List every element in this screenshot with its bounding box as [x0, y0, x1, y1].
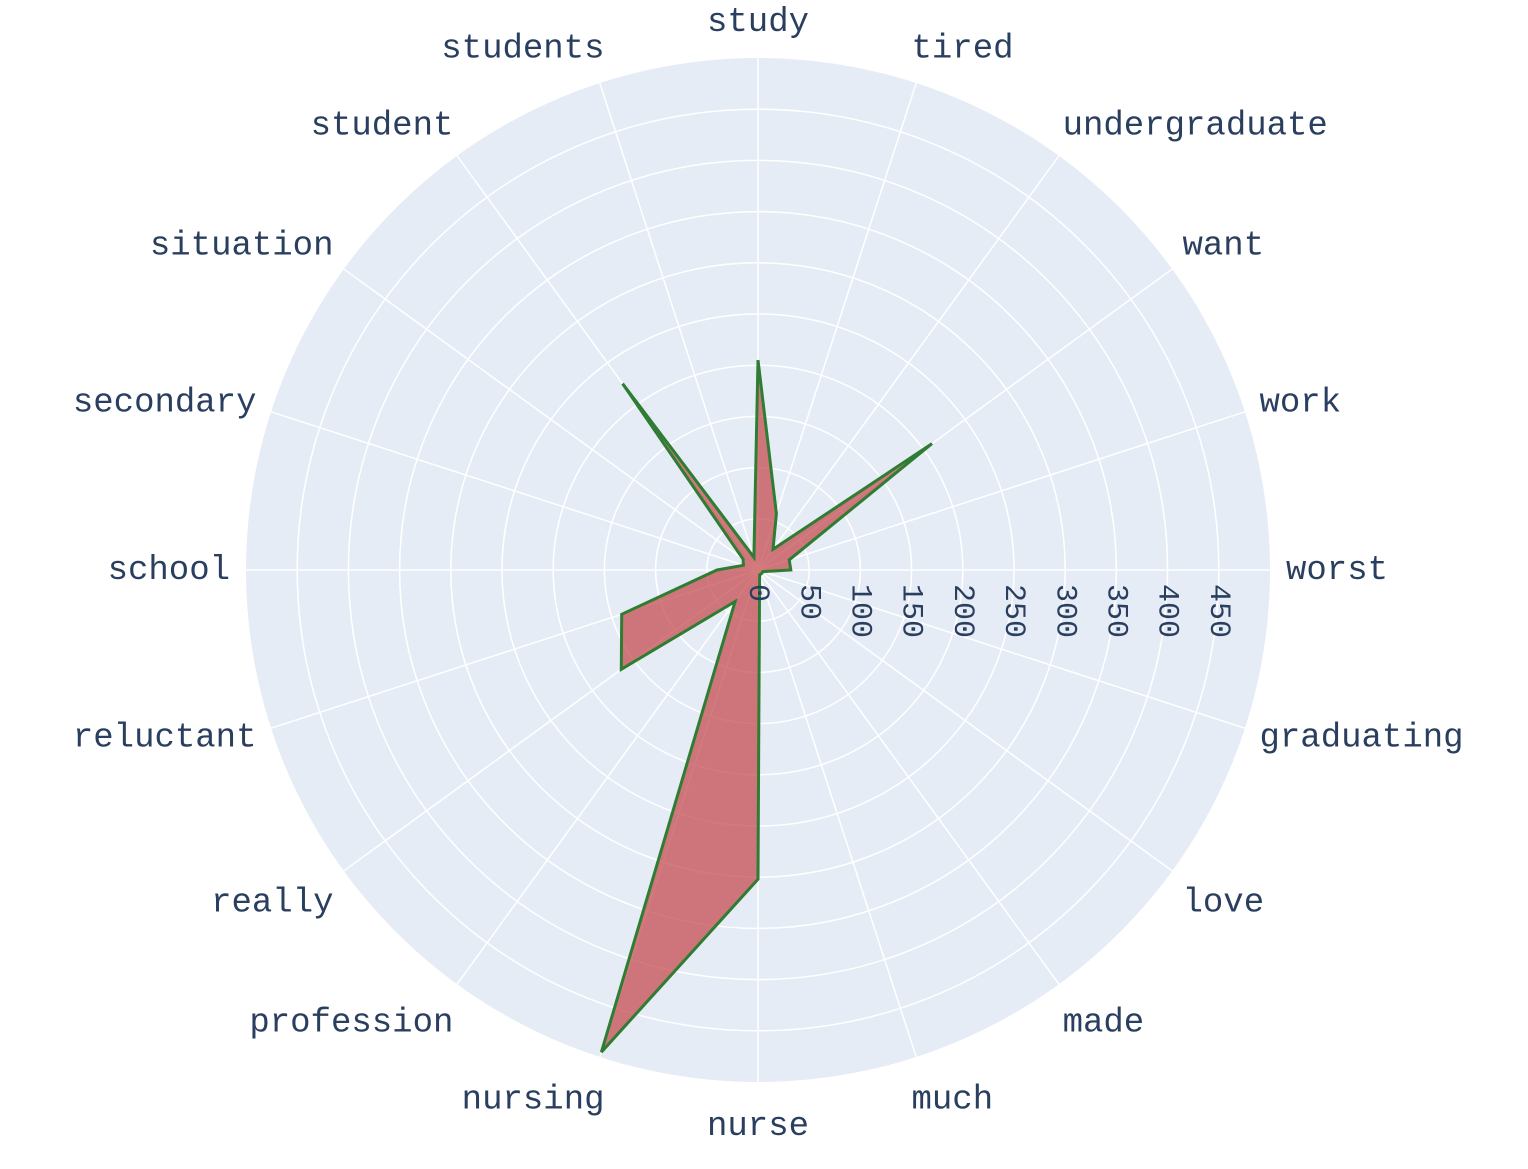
category-label-situation: situation: [150, 227, 334, 265]
spoke-students: [599, 82, 759, 571]
category-label-want: want: [1183, 227, 1265, 265]
spoke-secondary: [270, 411, 759, 571]
radial-tick-label: 50: [791, 584, 825, 620]
category-label-love: love: [1183, 885, 1265, 923]
series-area: [599, 359, 933, 1054]
radial-tick-label: 200: [945, 584, 979, 638]
category-label-much: much: [912, 1081, 994, 1119]
radial-tick-label: 350: [1098, 584, 1132, 638]
spoke-graduating: [757, 569, 1246, 729]
category-label-work: work: [1260, 384, 1342, 422]
category-label-study: study: [707, 4, 809, 42]
category-label-nursing: nursing: [462, 1081, 605, 1119]
category-label-nurse: nurse: [707, 1108, 809, 1146]
category-label-profession: profession: [249, 1004, 453, 1042]
radial-tick-label: 400: [1150, 584, 1184, 638]
spoke-made: [757, 569, 1060, 985]
radial-tick-label: 150: [894, 584, 928, 638]
radial-tick-labels: 0 50 100 150 200 250 300 350 400 450: [740, 584, 1235, 638]
spoke-profession: [456, 569, 759, 985]
radial-tick-label: 300: [1047, 584, 1081, 638]
radial-tick-label: 450: [1201, 584, 1235, 638]
spoke-tired: [757, 82, 917, 571]
category-label-school: school: [108, 552, 230, 590]
category-label-secondary: secondary: [73, 384, 257, 422]
category-label-undergraduate: undergraduate: [1063, 107, 1328, 145]
radial-tick-label: 100: [842, 584, 876, 638]
category-label-worst: worst: [1286, 552, 1388, 590]
category-labels: worst work want undergraduate tired study stud…: [73, 4, 1464, 1146]
spoke-work: [757, 411, 1246, 571]
category-label-really: really: [211, 885, 333, 923]
category-label-made: made: [1063, 1004, 1145, 1042]
spoke-undergraduate: [757, 155, 1060, 571]
spoke-much: [757, 569, 917, 1058]
category-label-reluctant: reluctant: [73, 719, 257, 757]
spoke-situation: [343, 268, 759, 571]
radial-tick-label: 0: [740, 584, 774, 602]
spoke-love: [757, 569, 1173, 872]
category-label-graduating: graduating: [1260, 719, 1464, 757]
category-label-students: students: [441, 30, 604, 68]
category-label-tired: tired: [912, 30, 1014, 68]
radial-tick-label: 250: [996, 584, 1030, 638]
category-label-student: student: [311, 107, 454, 145]
